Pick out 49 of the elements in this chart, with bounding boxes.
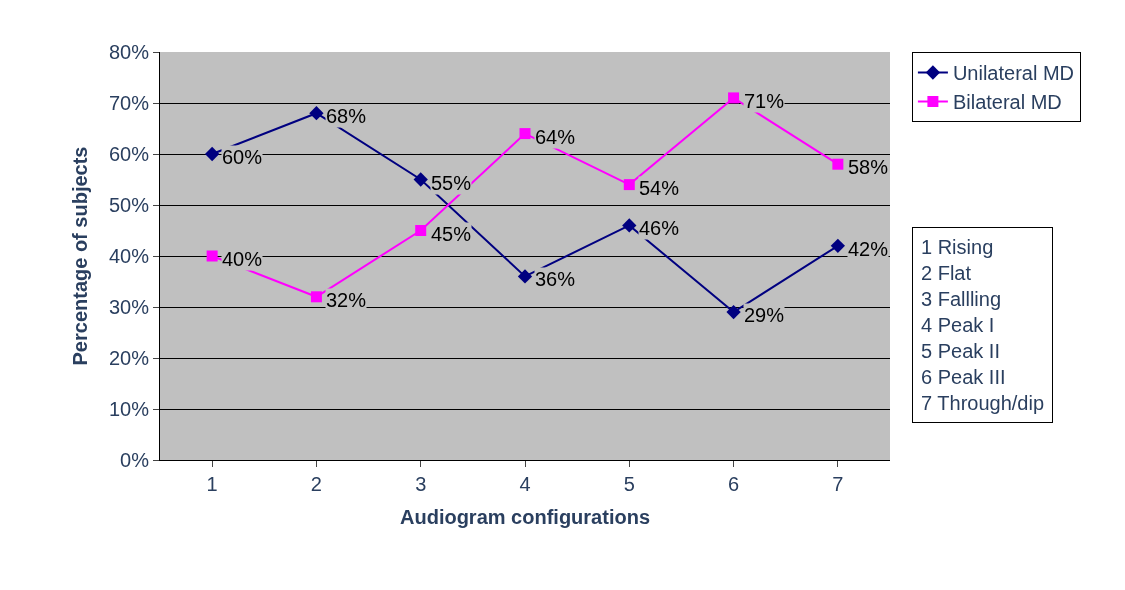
point	[415, 225, 427, 236]
legend-label: Unilateral MD	[952, 62, 1075, 85]
x-tick-label: 1	[206, 473, 218, 495]
point	[622, 218, 637, 233]
data-label: 32%	[326, 289, 367, 311]
y-axis-title: Percentage of subjects	[69, 146, 92, 366]
x-tick-label: 4	[519, 473, 531, 495]
point	[832, 158, 844, 170]
y-tick-label: 60%	[108, 143, 150, 165]
x-tick-label: 2	[310, 473, 322, 495]
point	[413, 172, 428, 187]
data-label: 46%	[639, 217, 680, 239]
data-label: 55%	[431, 172, 472, 194]
data-label: 58%	[848, 156, 889, 178]
x-axis-title: Audiogram configurations	[400, 505, 650, 528]
data-label: 54%	[639, 177, 680, 199]
point	[623, 179, 635, 191]
point	[309, 106, 324, 121]
y-tick-label: 10%	[108, 398, 150, 420]
text: 1 Rising 2 Flat 3 Fallling 4 Peak I 5 Peak II 6 Peak III 7 Through/dip	[921, 236, 1045, 414]
point	[726, 304, 741, 320]
x-tick-label: 7	[832, 473, 844, 495]
point	[204, 146, 220, 162]
y-tick-label: 50%	[108, 194, 150, 216]
point	[830, 238, 846, 253]
x-tick-label: 3	[415, 473, 427, 495]
data-label: 45%	[431, 223, 472, 245]
point	[206, 250, 218, 262]
data-label: 40%	[222, 248, 263, 270]
data-label: 64%	[535, 126, 576, 148]
data-label: 42%	[848, 238, 889, 260]
y-tick-label: 30%	[108, 296, 150, 318]
data-label: 68%	[326, 105, 367, 127]
point	[517, 269, 533, 284]
y-tick-label: 0%	[120, 449, 150, 471]
point	[310, 291, 322, 303]
data-label: 60%	[222, 146, 263, 168]
y-tick-label: 20%	[108, 347, 150, 369]
x-tick-label: 6	[728, 473, 740, 495]
legend-label: Bilateral MD	[952, 91, 1062, 114]
data-label: 29%	[744, 304, 785, 326]
data-label: 71%	[744, 90, 785, 112]
data-label: 36%	[535, 268, 576, 290]
point	[519, 128, 531, 140]
point	[728, 92, 740, 104]
y-tick-label: 80%	[108, 41, 150, 63]
y-tick-label: 70%	[108, 92, 150, 114]
x-tick-label: 5	[623, 473, 635, 495]
y-tick-label: 40%	[108, 245, 150, 267]
